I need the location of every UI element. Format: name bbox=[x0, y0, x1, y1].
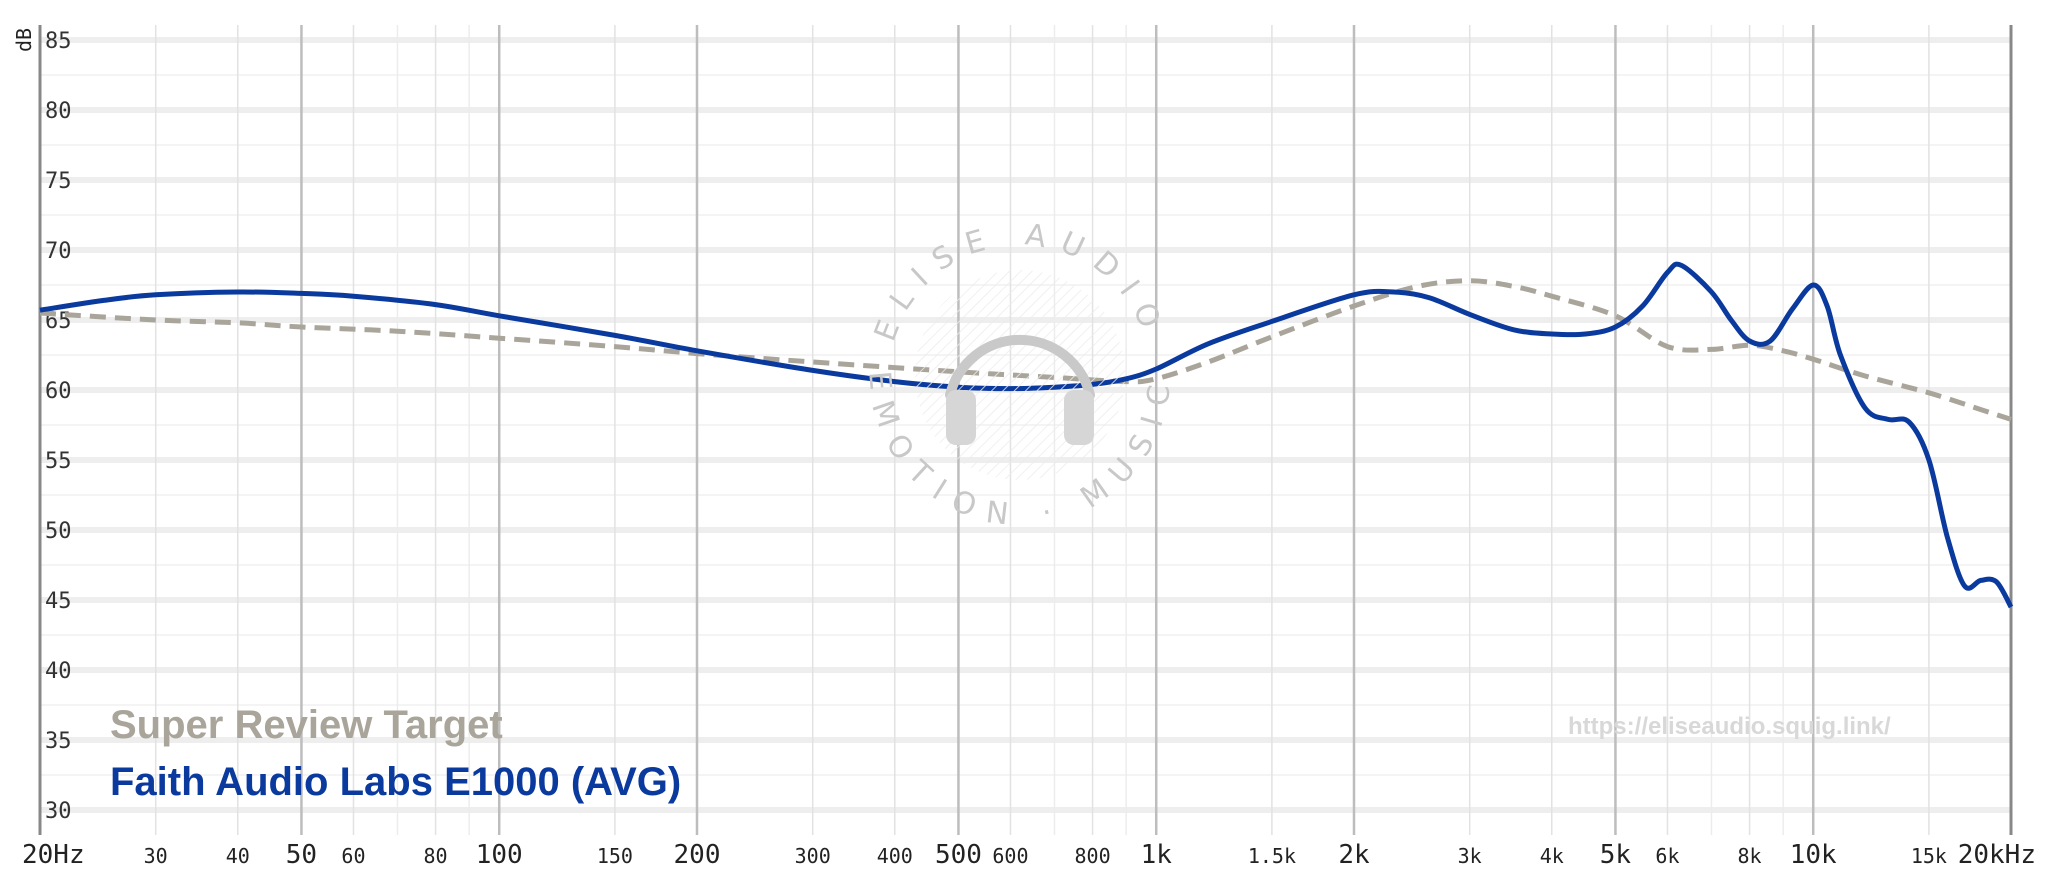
series-line-target bbox=[39, 278, 2012, 422]
series-line-iem bbox=[39, 261, 2014, 609]
x-tick-label: 80 bbox=[424, 844, 448, 868]
y-tick-label: 75 bbox=[45, 169, 72, 194]
x-tick-label: 40 bbox=[226, 844, 250, 868]
x-tick-label: 150 bbox=[597, 844, 633, 868]
x-tick-label: 200 bbox=[674, 840, 721, 870]
watermark-logo: ELISE AUDIO EMOTION · MUSIC bbox=[861, 217, 1165, 534]
y-tick-label: 35 bbox=[45, 729, 72, 754]
legend-iem-label: Faith Audio Labs E1000 (AVG) bbox=[110, 760, 682, 804]
x-tick-label: 300 bbox=[795, 844, 831, 868]
x-tick-label: 5k bbox=[1600, 840, 1632, 870]
y-tick-label: 85 bbox=[45, 29, 72, 54]
y-tick-label: 55 bbox=[45, 449, 72, 474]
x-tick-label: 2k bbox=[1338, 840, 1370, 870]
grid-lines bbox=[38, 25, 2013, 835]
y-tick-label: 80 bbox=[45, 99, 72, 124]
legend-target-label: Super Review Target bbox=[110, 703, 503, 747]
x-tick-label: 50 bbox=[286, 840, 317, 870]
x-tick-label: 6k bbox=[1655, 844, 1679, 868]
y-tick-label: 60 bbox=[45, 379, 72, 404]
x-tick-label: 400 bbox=[877, 844, 913, 868]
y-tick-label: 50 bbox=[45, 519, 72, 544]
y-tick-label: 30 bbox=[45, 799, 72, 824]
x-tick-label: 15k bbox=[1911, 844, 1947, 868]
x-tick-label: 600 bbox=[992, 844, 1028, 868]
x-tick-label: 4k bbox=[1540, 844, 1564, 868]
y-axis-label: dB bbox=[12, 28, 36, 52]
y-tick-label: 70 bbox=[45, 239, 72, 264]
x-tick-label: 500 bbox=[935, 840, 982, 870]
x-tick-label: 20kHz bbox=[1958, 840, 2036, 870]
watermark-url: https://eliseaudio.squig.link/ bbox=[1568, 713, 1891, 740]
x-tick-label: 1.5k bbox=[1248, 844, 1296, 868]
x-tick-label: 60 bbox=[341, 844, 365, 868]
x-tick-label: 10k bbox=[1790, 840, 1837, 870]
x-tick-label: 20Hz bbox=[22, 840, 85, 870]
x-axis: 20Hz 30 40 50 60 80 100 150 200 300 400 500 600 800 1k… bbox=[22, 840, 2036, 870]
series-layer bbox=[39, 261, 2014, 609]
y-tick-label: 40 bbox=[45, 659, 72, 684]
headphones-icon bbox=[945, 334, 1095, 445]
x-tick-label: 800 bbox=[1074, 844, 1110, 868]
x-tick-label: 100 bbox=[476, 840, 523, 870]
x-tick-label: 3k bbox=[1458, 844, 1482, 868]
x-tick-label: 30 bbox=[144, 844, 168, 868]
y-tick-label: 45 bbox=[45, 589, 72, 614]
x-tick-label: 8k bbox=[1738, 844, 1762, 868]
x-tick-label: 1k bbox=[1141, 840, 1173, 870]
